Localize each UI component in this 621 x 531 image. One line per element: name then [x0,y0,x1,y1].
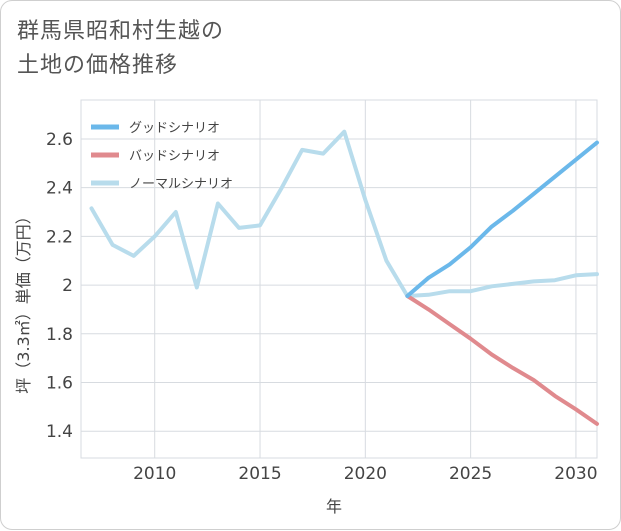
y-tick-label: 2.6 [46,130,73,150]
y-tick-label: 1.6 [46,374,73,394]
series-lines [89,129,599,426]
x-tick-labels: 2010 2015 2020 2025 2030 [133,464,597,484]
title-line-2: 土地の価格推移 [17,53,179,78]
y-tick-label: 2 [62,276,73,296]
y-tick-label: 1.8 [46,325,73,345]
legend-label: ノーマルシナリオ [129,177,233,192]
legend-label: グッドシナリオ [129,121,220,136]
series-line-2 [89,129,599,298]
y-tick-label: 2.2 [46,227,73,247]
plot-frame [80,99,598,459]
x-axis-title: 年 [326,497,342,516]
title-line-1: 群馬県昭和村生越の [17,19,225,44]
chart-title: 群馬県昭和村生越の 土地の価格推移 [17,15,377,83]
y-tick-label: 1.4 [46,422,73,442]
y-tick-labels: 1.4 1.6 1.8 2 2.2 2.4 2.6 [46,130,73,442]
x-tick-label: 2020 [344,464,387,484]
series-line-1 [405,294,599,426]
x-tick-label: 2025 [449,464,492,484]
x-tick-label: 2030 [554,464,597,484]
x-tick-label: 2010 [133,464,176,484]
y-axis-title: 坪（3.3㎡）単価（万円） [14,208,33,393]
y-tick-label: 2.4 [46,179,73,199]
legend-label: バッドシナリオ [129,149,220,164]
series-line-0 [405,140,599,298]
x-tick-label: 2015 [238,464,281,484]
